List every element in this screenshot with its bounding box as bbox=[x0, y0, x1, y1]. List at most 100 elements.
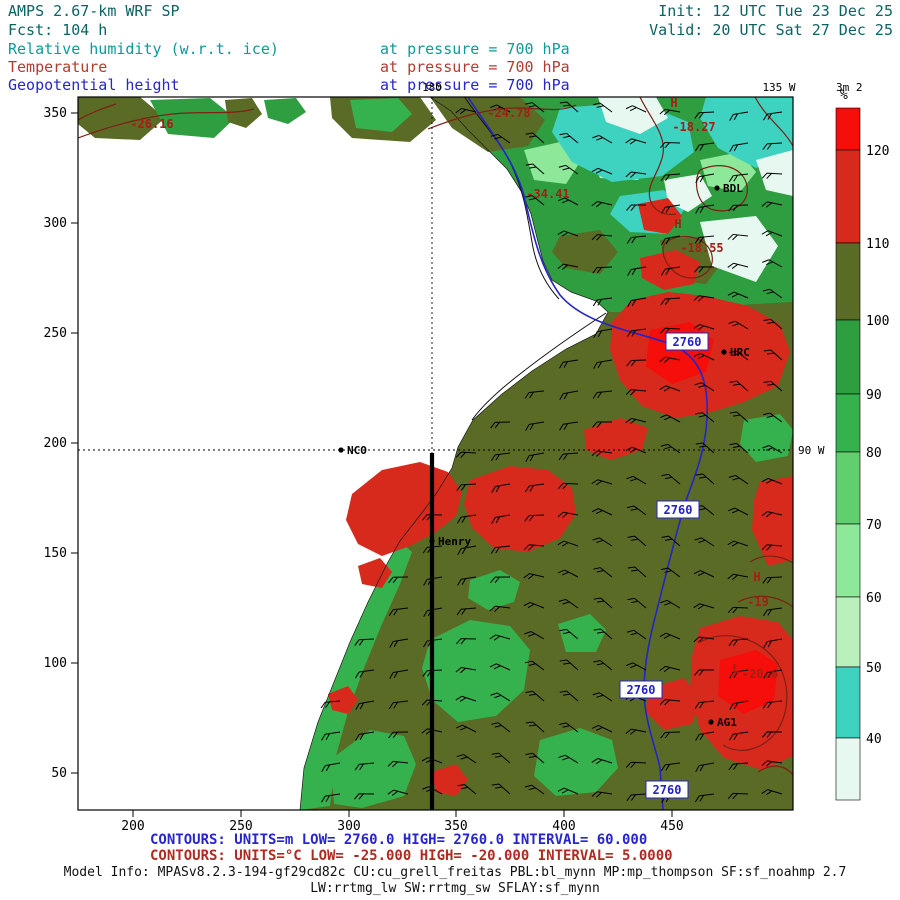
wind-barb bbox=[355, 700, 375, 711]
wind-barb bbox=[625, 728, 647, 735]
height-contour-label: 2760 bbox=[653, 783, 682, 797]
wind-barb bbox=[455, 666, 477, 674]
wind-barb bbox=[728, 320, 749, 330]
model-info-line2: LW:rrtmg_lw SW:rrtmg_sw SFLAY:sf_mynn bbox=[310, 881, 600, 896]
wind-barb bbox=[421, 757, 443, 764]
wind-barb bbox=[729, 142, 749, 152]
wind-barb bbox=[694, 266, 715, 273]
wind-barb bbox=[559, 421, 579, 431]
wind-barb bbox=[489, 634, 511, 641]
wind-barb bbox=[559, 101, 579, 113]
wind-barb bbox=[727, 606, 749, 614]
wind-barb bbox=[491, 722, 511, 733]
wind-barb bbox=[625, 171, 647, 178]
height-contour-label: 2760 bbox=[627, 683, 656, 697]
wind-barb bbox=[627, 535, 647, 547]
wind-barb bbox=[320, 700, 341, 709]
wind-barb bbox=[423, 638, 443, 648]
wind-barb bbox=[761, 789, 783, 796]
wind-barb bbox=[694, 537, 715, 547]
wind-barb bbox=[524, 631, 545, 640]
wind-barb bbox=[627, 566, 647, 578]
wind-barb bbox=[524, 660, 545, 671]
wind-barb bbox=[761, 230, 783, 237]
wind-barb bbox=[524, 784, 545, 795]
field-height-level: at pressure = 700 hPa bbox=[380, 76, 570, 94]
wind-barb bbox=[661, 567, 681, 578]
wind-barb bbox=[695, 412, 715, 423]
wind-barb bbox=[455, 724, 477, 733]
wind-barb bbox=[591, 234, 613, 241]
wind-barb bbox=[558, 164, 579, 175]
field-patch bbox=[700, 216, 778, 282]
coastline bbox=[464, 97, 560, 300]
wind-barb bbox=[763, 669, 783, 679]
wind-barb bbox=[490, 104, 511, 113]
wind-barb bbox=[693, 295, 715, 302]
field-patch bbox=[464, 466, 576, 552]
wind-barb bbox=[456, 483, 477, 491]
x-axis-tick-label: 400 bbox=[552, 819, 575, 834]
wind-barb bbox=[591, 791, 613, 798]
wind-barb bbox=[762, 607, 783, 617]
colorbar-segment bbox=[835, 523, 861, 598]
field-patch bbox=[664, 174, 712, 212]
field-patch bbox=[264, 98, 306, 124]
temp-contour-line bbox=[749, 555, 793, 564]
wind-barb bbox=[490, 421, 511, 429]
geo-label: 180 bbox=[422, 81, 442, 94]
wind-barb bbox=[626, 204, 647, 211]
field-patch bbox=[328, 686, 358, 714]
colorbar-segment bbox=[835, 666, 861, 739]
wind-barb bbox=[592, 297, 613, 307]
wind-barb bbox=[523, 601, 545, 609]
wind-barb bbox=[660, 599, 681, 609]
wind-barb bbox=[762, 142, 783, 150]
wind-barb bbox=[761, 511, 783, 518]
wind-barb bbox=[661, 266, 681, 276]
wind-barb bbox=[727, 507, 749, 516]
wind-barb bbox=[762, 576, 783, 584]
station-label: BDL bbox=[723, 182, 743, 195]
geo-label: 90 W bbox=[798, 444, 825, 457]
y-axis-tick-label: 200 bbox=[44, 436, 67, 451]
wind-barb bbox=[727, 573, 749, 581]
field-patch bbox=[700, 97, 793, 168]
temp-contour-line bbox=[427, 104, 577, 130]
field-patch bbox=[756, 150, 793, 196]
height-contour-legend: CONTOURS: UNITS=m LOW= 2760.0 HIGH= 2760… bbox=[150, 832, 647, 848]
colorbar-segment bbox=[835, 319, 861, 395]
colorbar-segment bbox=[835, 596, 861, 668]
y-axis-tick-label: 300 bbox=[44, 216, 67, 231]
map-frame bbox=[77, 96, 794, 811]
colorbar-segment bbox=[835, 149, 861, 244]
temp-contour-label: -34.41 bbox=[526, 187, 569, 201]
wind-barb bbox=[729, 731, 749, 741]
geo-label: 3m 2 bbox=[836, 81, 863, 94]
field-patch bbox=[432, 764, 468, 796]
wind-barb bbox=[626, 505, 647, 516]
header: AMPS 2.67-km WRF SP Init: 12 UTC Tue 23 … bbox=[8, 2, 893, 94]
wind-barb bbox=[591, 450, 613, 457]
field-patch bbox=[700, 152, 756, 192]
field-patch bbox=[225, 98, 262, 128]
wind-barb bbox=[557, 787, 579, 795]
wind-barb bbox=[557, 482, 579, 490]
axes: 200 250 300 350 400 450 350 300 250 200 150 100 50 18… bbox=[44, 81, 863, 834]
wind-barb bbox=[627, 266, 647, 276]
wind-barb bbox=[593, 597, 613, 609]
geo-label: 135 W bbox=[762, 81, 795, 94]
wind-barb bbox=[559, 628, 579, 640]
wind-barb bbox=[388, 576, 409, 584]
wind-barb bbox=[763, 318, 783, 330]
wind-barb bbox=[660, 173, 681, 182]
height-contour-label-box bbox=[645, 780, 689, 799]
station-dot bbox=[714, 185, 720, 191]
wind-barb bbox=[592, 421, 613, 428]
wind-barb bbox=[659, 356, 681, 363]
wind-barb bbox=[694, 793, 715, 803]
height-contour-line bbox=[467, 97, 709, 810]
wind-barb bbox=[355, 669, 375, 679]
wind-barb bbox=[592, 390, 613, 399]
colorbar-segment bbox=[835, 737, 861, 801]
